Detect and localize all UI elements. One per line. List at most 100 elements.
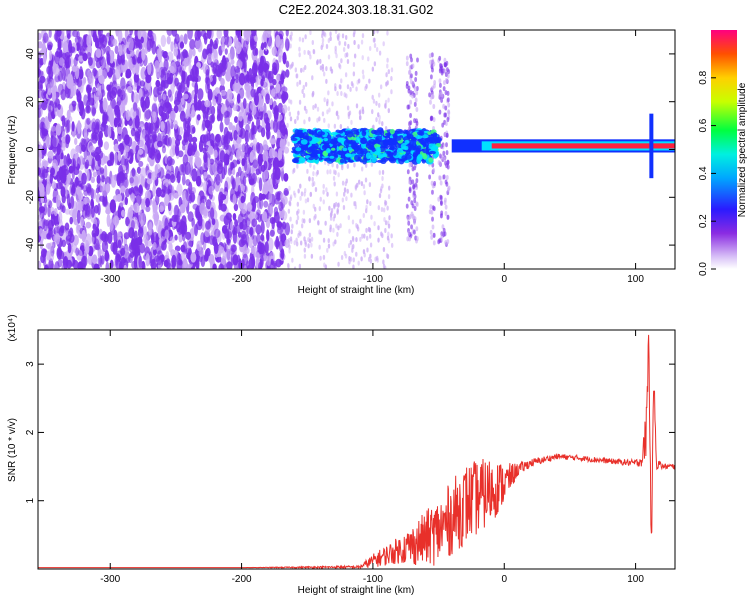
noise-speck (346, 105, 350, 111)
noise-speck (107, 124, 112, 138)
noise-speck (289, 194, 293, 200)
noise-speck (242, 97, 247, 110)
x-tick-label: -100 (363, 574, 383, 585)
noise-speck (144, 110, 151, 120)
noise-speck (235, 41, 242, 55)
noise-speck (83, 197, 90, 205)
noise-speck (295, 219, 299, 225)
noise-speck (309, 30, 312, 36)
streak-speck (413, 205, 417, 211)
noise-speck (340, 58, 343, 64)
noise-speck (216, 30, 222, 40)
noise-speck (39, 88, 43, 101)
noise-speck (373, 61, 377, 67)
streak-speck (443, 62, 447, 68)
noise-speck (125, 109, 131, 121)
noise-speck (318, 206, 322, 212)
streak-speck (408, 236, 412, 242)
band-speck (408, 145, 417, 151)
noise-speck (138, 255, 143, 269)
colorbar-tick-label: 0.6 (698, 118, 709, 132)
noise-speck (129, 30, 133, 36)
noise-speck (378, 119, 381, 125)
noise-speck (149, 148, 156, 160)
noise-speck (58, 227, 64, 237)
noise-speck (191, 136, 198, 143)
noise-speck (353, 162, 356, 168)
noise-speck (65, 235, 72, 242)
noise-speck (281, 70, 287, 80)
noise-speck (226, 261, 233, 269)
noise-speck (346, 163, 350, 169)
noise-speck (140, 36, 144, 44)
streak-speck (431, 67, 434, 73)
noise-speck (390, 67, 394, 73)
noise-speck (256, 252, 260, 263)
noise-speck (332, 227, 335, 233)
noise-speck (43, 120, 50, 131)
noise-speck (117, 150, 122, 162)
noise-speck (362, 212, 365, 218)
noise-speck (148, 123, 153, 137)
streak-speck (443, 200, 447, 206)
noise-speck (275, 83, 281, 94)
band-speck (290, 137, 298, 142)
band-speck (313, 138, 320, 143)
noise-speck (99, 167, 105, 174)
noise-speck (203, 35, 208, 45)
streak-speck (444, 105, 448, 111)
noise-speck (337, 114, 340, 120)
noise-speck (250, 88, 256, 98)
noise-speck (157, 84, 163, 92)
noise-speck (170, 41, 174, 52)
noise-speck (86, 34, 92, 48)
noise-speck (113, 143, 120, 153)
noise-speck (328, 205, 331, 211)
band-speck (381, 157, 389, 163)
noise-speck (289, 64, 292, 70)
noise-speck (190, 252, 197, 263)
streak-speck (438, 160, 442, 166)
noise-speck (195, 211, 201, 221)
noise-speck (66, 119, 71, 133)
noise-speck (137, 126, 142, 133)
streak-speck (413, 101, 417, 107)
noise-speck (296, 115, 299, 121)
streak-speck (405, 61, 409, 67)
noise-speck (55, 123, 62, 136)
noise-speck (231, 144, 235, 156)
noise-speck (312, 164, 316, 170)
noise-speck (260, 42, 265, 51)
noise-speck (232, 193, 237, 206)
noise-speck (226, 68, 232, 79)
noise-speck (326, 169, 329, 175)
noise-speck (257, 213, 262, 223)
noise-speck (270, 258, 274, 265)
noise-speck (165, 173, 171, 180)
noise-speck (382, 259, 385, 265)
noise-speck (312, 203, 316, 209)
noise-speck (349, 86, 352, 92)
noise-speck (327, 243, 331, 249)
noise-speck (317, 220, 320, 226)
noise-speck (60, 186, 66, 198)
streak-speck (409, 120, 413, 126)
noise-speck (348, 259, 351, 265)
noise-speck (211, 114, 216, 123)
noise-speck (213, 241, 219, 254)
streak-speck (443, 80, 446, 86)
noise-speck (202, 48, 208, 60)
noise-speck (138, 236, 143, 245)
noise-speck (321, 37, 325, 43)
noise-speck (176, 183, 183, 197)
noise-speck (110, 62, 115, 71)
noise-speck (77, 120, 81, 135)
noise-speck (174, 33, 180, 45)
noise-speck (72, 259, 79, 269)
noise-speck (309, 54, 312, 60)
noise-speck (310, 236, 314, 242)
band-speck (347, 159, 355, 163)
noise-speck (384, 102, 387, 108)
noise-speck (266, 229, 270, 242)
noise-speck (259, 254, 264, 268)
